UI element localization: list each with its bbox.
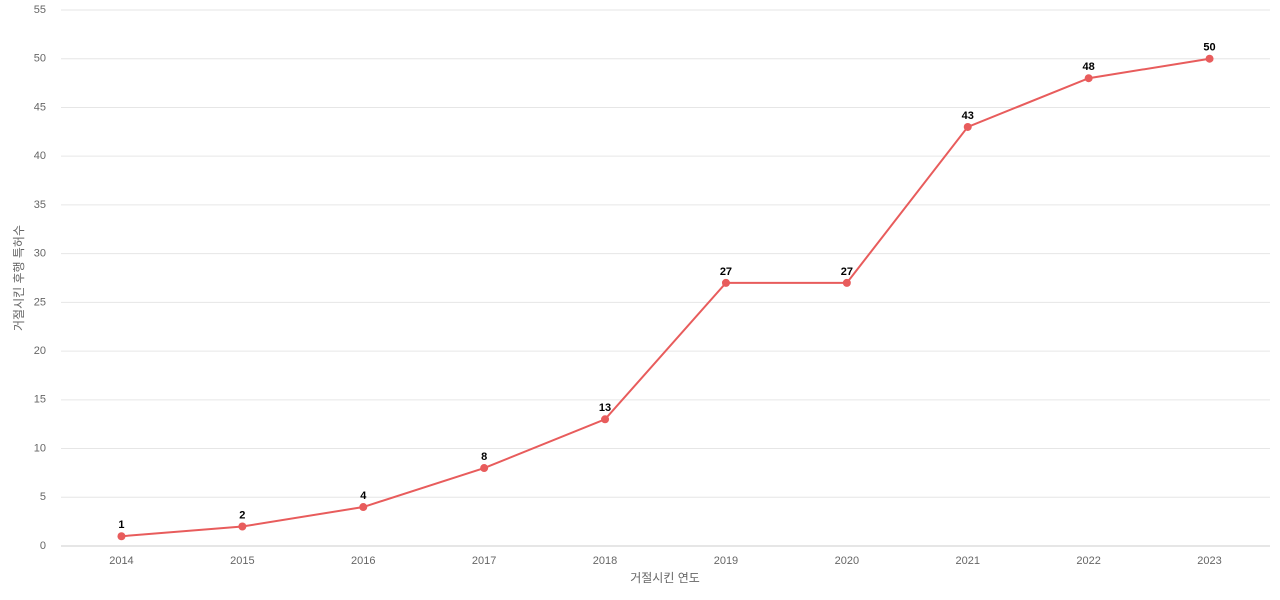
point — [359, 503, 368, 512]
x-tick-label: 2021 — [956, 555, 980, 567]
data-label: 48 — [1083, 61, 1095, 73]
point — [480, 464, 489, 473]
x-tick-label: 2016 — [351, 555, 375, 567]
data-label: 4 — [360, 490, 367, 502]
y-tick-label: 55 — [34, 4, 46, 16]
y-tick-label: 25 — [34, 296, 46, 308]
x-axis-label: 거절시킨 연도 — [630, 571, 700, 585]
x-tick-label: 2020 — [835, 555, 859, 567]
x-tick-label: 2019 — [714, 555, 738, 567]
x-tick-label: 2018 — [593, 555, 617, 567]
y-tick-label: 10 — [34, 442, 46, 454]
x-tick-label: 2015 — [230, 555, 254, 567]
data-label: 27 — [720, 266, 732, 278]
y-tick-label: 30 — [34, 248, 46, 260]
data-label: 50 — [1203, 42, 1215, 54]
data-label: 13 — [599, 402, 611, 414]
x-tick-label: 2023 — [1197, 555, 1221, 567]
point — [1205, 54, 1214, 63]
y-axis-label: 거절시킨 후행 특허수 — [11, 225, 26, 331]
data-label: 1 — [118, 519, 124, 531]
point — [117, 532, 126, 541]
x-tick-label: 2017 — [472, 555, 496, 567]
data-label: 2 — [239, 509, 245, 521]
line — [121, 57, 1210, 538]
point — [721, 278, 730, 287]
y-tick-label: 15 — [34, 394, 46, 406]
y-tick-label: 35 — [34, 199, 46, 211]
y-tick-label: 45 — [34, 101, 46, 113]
point — [1084, 74, 1093, 83]
y-tick-label: 40 — [34, 150, 46, 162]
data-label: 8 — [481, 451, 487, 463]
data-label: 27 — [841, 266, 853, 278]
data-label: 43 — [962, 110, 974, 122]
x-tick-label: 2014 — [109, 555, 133, 567]
point — [963, 122, 972, 131]
y-tick-label: 50 — [34, 53, 46, 65]
y-tick-label: 0 — [40, 540, 46, 552]
y-tick-label: 5 — [40, 491, 46, 503]
point — [238, 522, 247, 531]
y-tick-label: 20 — [34, 345, 46, 357]
x-tick-label: 2022 — [1076, 555, 1100, 567]
point — [842, 278, 851, 287]
point — [601, 415, 610, 424]
